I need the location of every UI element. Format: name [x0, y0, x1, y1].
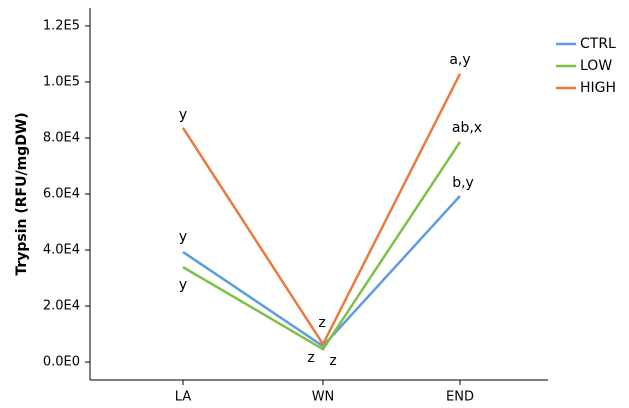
data-annotation: y — [179, 229, 187, 245]
y-tick-label: 6.0E4 — [43, 187, 80, 202]
legend-label: CTRL — [580, 36, 616, 52]
data-annotation: b,y — [452, 175, 474, 191]
data-annotation: y — [179, 277, 187, 293]
y-tick-label: 2.0E4 — [43, 299, 80, 314]
y-tick-label: 1.0E5 — [43, 74, 80, 89]
legend-label: LOW — [580, 58, 612, 74]
y-tick-label: 0.0E0 — [43, 355, 80, 370]
y-tick-label: 1.2E5 — [43, 18, 80, 33]
series-line — [181, 73, 462, 347]
x-tick-label: WN — [312, 390, 335, 405]
x-tick-label: LA — [175, 390, 192, 405]
data-annotation: ab,x — [452, 120, 482, 136]
x-tick-label: END — [446, 390, 474, 405]
data-annotation: a,y — [449, 52, 470, 68]
y-tick-label: 4.0E4 — [43, 243, 80, 258]
data-annotation: z — [307, 350, 314, 366]
data-annotation: z — [318, 315, 325, 331]
data-annotation: y — [179, 107, 187, 123]
series-line — [182, 141, 462, 351]
legend-label: HIGH — [580, 80, 616, 96]
data-annotation: z — [329, 353, 336, 369]
y-axis-label: Trypsin (RFU/mgDW) — [14, 112, 30, 275]
y-tick-label: 8.0E4 — [43, 130, 80, 145]
